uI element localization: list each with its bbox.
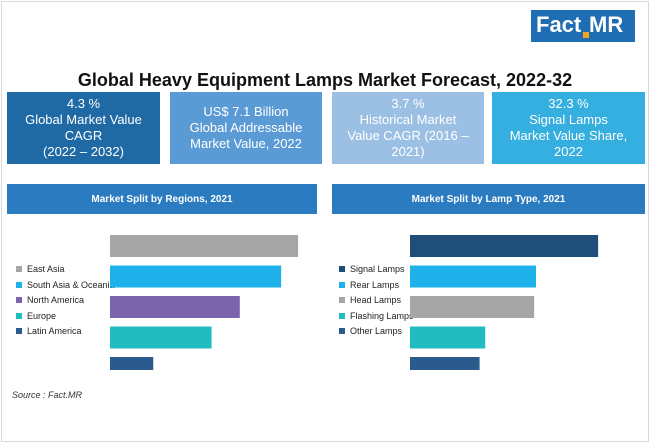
lamp-type-bar-3 [410, 296, 535, 318]
region-legend-swatch [16, 266, 22, 272]
region-bar-3 [110, 296, 240, 318]
lamp-type-bar-5 [410, 357, 480, 370]
kpi-global-cagr: 4.3 % Global Market Value CAGR (2022 – 2… [7, 92, 160, 164]
logo-dot-icon [583, 32, 589, 38]
kpi-market-value: US$ 7.1 Billion Global Addressable Marke… [170, 92, 322, 164]
lamp-type-legend-label: Flashing Lamps [350, 310, 414, 321]
lamp-type-bar-chart [410, 235, 599, 370]
lamp-type-legend-swatch [339, 297, 345, 303]
lamp-type-legend-label: Rear Lamps [350, 279, 400, 290]
region-legend-label: Europe [27, 310, 57, 321]
page-title: Global Heavy Equipment Lamps Market Fore… [77, 70, 573, 90]
lamp-type-legend-swatch [339, 328, 345, 334]
lamp-type-bar-1 [410, 235, 599, 257]
regions-bar-chart [110, 235, 299, 370]
region-legend-label: South Asia & Oceania [27, 279, 115, 290]
kpi-signal-share: 32.3 % Signal Lamps Market Value Share, … [492, 92, 645, 164]
region-legend-swatch [16, 297, 22, 303]
lamp-type-legend-swatch [339, 266, 345, 272]
lamp-type-bar-2 [410, 265, 537, 288]
lamp-type-legend-swatch [339, 281, 345, 288]
region-bar-2 [110, 265, 282, 288]
lamp-type-legend-label: Head Lamps [350, 295, 402, 305]
lamp-type-legend-label: Signal Lamps [350, 264, 405, 274]
region-legend-swatch [16, 281, 22, 288]
lamp-type-panel-title: Market Split by Lamp Type, 2021 [332, 184, 645, 214]
logo-text-mr: MR [589, 12, 624, 37]
region-legend-label: North America [27, 295, 85, 305]
lamp-type-legend-label: Other Lamps [350, 326, 403, 336]
region-legend-swatch [16, 328, 22, 334]
region-legend-label: East Asia [27, 264, 65, 274]
lamp-type-legend-swatch [339, 312, 345, 319]
lamp-type-bar-4 [410, 326, 486, 349]
region-bar-5 [110, 357, 154, 370]
factmr-logo: Fact MR [531, 10, 635, 42]
logo-text-fact: Fact [536, 12, 582, 37]
region-legend-swatch [16, 312, 22, 319]
region-bar-1 [110, 235, 299, 257]
region-legend-label: Latin America [27, 326, 82, 336]
regions-panel-title: Market Split by Regions, 2021 [7, 184, 317, 214]
source-note: Source : Fact.MR [12, 390, 83, 400]
region-bar-4 [110, 326, 212, 349]
kpi-historical-cagr: 3.7 % Historical Market Value CAGR (2016… [332, 92, 484, 164]
